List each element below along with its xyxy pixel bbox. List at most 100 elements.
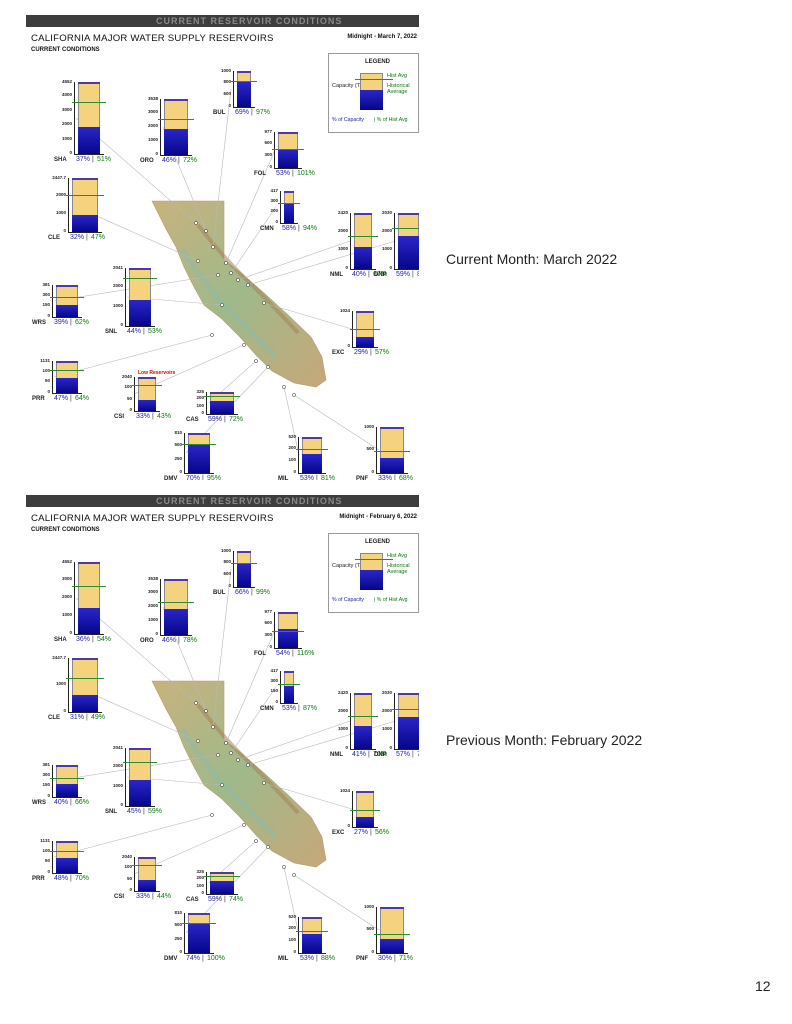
historical-average-line: [374, 451, 410, 452]
reservoir-chart-dmv: 810 500 250 0 DMV 74% | 100%: [162, 910, 240, 967]
reservoir-chart-cas: 325 200 100 0 CAS 59% | 72%: [184, 389, 264, 428]
reservoir-code: PRR: [32, 876, 45, 882]
reservoir-chart-exc: 1024 0 EXC 27% | 56%: [330, 788, 404, 841]
axis-tick-label: 0: [269, 164, 272, 169]
reservoir-pin-sha: [194, 701, 198, 705]
capacity-label: 1024: [339, 788, 350, 793]
capacity-top: [284, 191, 294, 193]
axis-tick-label: 200: [288, 445, 296, 450]
historical-average-line: [348, 716, 378, 717]
historical-average-line: [66, 195, 104, 196]
chart-axis: [134, 377, 135, 411]
previous-month-caption: Previous Month: February 2022: [446, 732, 643, 748]
axis-tick-label: 0: [179, 469, 182, 474]
storage-bar: [78, 127, 100, 154]
chart-axis: [52, 765, 53, 797]
chart-axis: [350, 213, 351, 269]
capacity-label: 810: [174, 430, 182, 435]
capacity-label: 1000: [220, 548, 231, 553]
pct-capacity: 37%: [76, 156, 91, 163]
leader-line-pnf: [293, 874, 380, 931]
leader-line-fol: [225, 629, 276, 744]
pct-separator: |: [251, 589, 253, 596]
chart-axis: [376, 907, 377, 953]
axis-tick-label: 2000: [55, 192, 66, 197]
historical-average-line: [348, 236, 378, 237]
leader-line-mil: [283, 386, 300, 456]
pct-historical-average: 56%: [375, 829, 390, 836]
reservoir-pin-exc: [262, 301, 266, 305]
reservoir-pin-mil: [282, 865, 286, 869]
reservoir-chart-mil: 520 200 100 0 MIL 53% | 81%: [276, 434, 352, 480]
reservoir-code: BUL: [213, 590, 226, 596]
axis-tick-label: 300: [270, 198, 278, 203]
leader-line-mil: [283, 866, 300, 936]
storage-bar: [237, 563, 251, 587]
pct-separator: |: [412, 271, 414, 278]
reservoir-chart-nml: 2420 2000 1000 0 NML 41% | 70%: [328, 690, 402, 763]
pct-historical-average: 81%: [321, 475, 336, 480]
capacity-top: [188, 433, 210, 435]
reservoir-code: PNF: [356, 956, 368, 962]
chart-axis: [52, 841, 53, 873]
central-valley: [179, 727, 279, 840]
historical-average-line: [204, 876, 240, 877]
panel-banner: CURRENT RESERVOIR CONDITIONS: [26, 495, 419, 507]
storage-bar: [398, 717, 419, 749]
legend-title: LEGEND: [365, 59, 391, 65]
axis-tick-label: 300: [42, 292, 50, 297]
pct-historical-average: 80%: [417, 271, 419, 278]
reservoir-code: ORO: [140, 158, 154, 164]
axis-tick-label: 0: [228, 583, 231, 588]
chart-axis: [74, 562, 75, 634]
chart-axis: [74, 82, 75, 154]
pct-separator: |: [394, 475, 396, 480]
reservoir-code: CSI: [114, 894, 125, 900]
pct-separator: |: [202, 475, 204, 480]
california-map: [53, 568, 396, 936]
storage-bar: [188, 923, 210, 953]
pct-separator: |: [292, 170, 294, 177]
reservoir-code: DMV: [164, 476, 178, 480]
reservoir-pin-oro: [204, 709, 208, 713]
pct-capacity: 53%: [300, 475, 315, 480]
reservoir-pin-snl: [220, 783, 224, 787]
reservoir-chart-nml: 2420 2000 1000 0 NML 40% | 67%: [328, 210, 402, 283]
capacity-top: [129, 268, 151, 270]
chart-axis: [280, 191, 281, 223]
chart-axis: [125, 748, 126, 806]
axis-tick-label: 2000: [61, 594, 72, 599]
axis-tick-label: 0: [389, 265, 392, 270]
capacity-label: 2030: [381, 690, 392, 695]
chart-baseline: [52, 797, 82, 798]
capacity-label: 3538: [147, 576, 158, 581]
capacity-label: 2041: [112, 265, 123, 270]
pct-historical-average: 100%: [207, 955, 225, 962]
axis-tick-label: 200: [196, 395, 204, 400]
axis-tick-label: 0: [347, 343, 350, 348]
capacity-top: [354, 213, 372, 215]
capacity-label: 2041: [112, 745, 123, 750]
capacity-label: 977: [264, 609, 272, 614]
capacity-label: 1000: [220, 68, 231, 73]
chart-baseline: [274, 168, 302, 169]
axis-tick-label: 500: [366, 926, 374, 931]
reservoir-chart-cmn: 417 300 150 0 CMN 53% | 87%: [258, 668, 324, 717]
reservoir-pin-csi: [242, 343, 246, 347]
chart-baseline: [184, 473, 214, 474]
storage-bar: [354, 247, 372, 269]
page-number: 12: [755, 978, 771, 994]
reservoir-pin-prr: [210, 813, 214, 817]
leader-line-cmn: [230, 206, 277, 274]
pct-capacity: 53%: [282, 705, 297, 712]
chart-axis: [298, 437, 299, 473]
axis-tick-label: 1000: [147, 137, 158, 142]
axis-tick-label: 100: [196, 403, 204, 408]
pct-capacity: 70%: [186, 475, 201, 480]
storage-bar: [356, 337, 374, 347]
reservoir-code: EXC: [332, 830, 345, 836]
pct-historical-average: 53%: [148, 328, 163, 335]
capacity-label: 2420: [337, 690, 348, 695]
reservoir-chart-csi: 2040 100 50 0 CSI 33% | 44%: [112, 854, 186, 905]
